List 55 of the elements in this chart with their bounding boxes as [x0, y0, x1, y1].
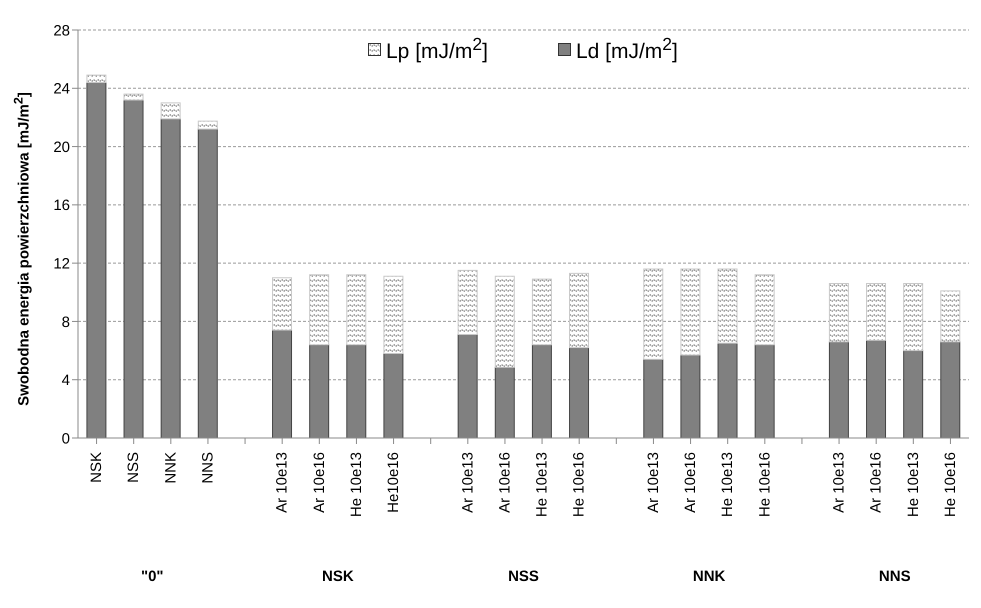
y-tick-label: 28 — [53, 22, 70, 40]
x-tick-label: NNS — [199, 452, 216, 484]
y-tick-label: 12 — [53, 255, 70, 272]
bar — [940, 290, 960, 342]
y-tick-label: 24 — [53, 80, 70, 98]
x-tick-label: He 10e13 — [904, 452, 922, 518]
text: NNS — [878, 568, 911, 585]
legend-label: Ld [mJ/m$^{2}$] — [576, 34, 678, 64]
x-tick-label: He 10e16 — [756, 452, 774, 518]
y-tick-label: 4 — [62, 372, 70, 390]
text: "0" — [140, 568, 164, 585]
bar — [866, 283, 886, 341]
bar — [86, 74, 106, 83]
bar — [643, 268, 664, 360]
y-tick-label: 0 — [62, 430, 70, 448]
x-tick-label: He 10e16 — [570, 452, 588, 518]
x-tick-label: Ar 10e13 — [459, 452, 476, 513]
text: NSS — [508, 568, 539, 585]
x-tick-label: Ar 10e13 — [644, 452, 662, 513]
bar — [124, 94, 144, 100]
bar — [754, 274, 775, 346]
y-tick-label: 16 — [53, 197, 70, 214]
x-tick-label: Ar 10e16 — [868, 452, 885, 513]
bar — [309, 274, 330, 346]
bar — [680, 268, 700, 356]
x-tick-label: He 10e16 — [942, 452, 959, 518]
legend-label: Lp [mJ/m$^{2}$] — [386, 34, 488, 64]
x-tick-label: He 10e13 — [719, 452, 736, 518]
bar — [569, 272, 590, 348]
bar — [903, 283, 924, 352]
text: NNK — [692, 568, 726, 585]
y-tick-label: 8 — [62, 314, 70, 331]
bar — [383, 276, 404, 354]
y-tick-label: 20 — [53, 138, 70, 156]
x-tick-label: He10e16 — [385, 452, 402, 513]
bar — [346, 274, 366, 346]
x-tick-label: NSK — [88, 452, 106, 483]
x-tick-label: Ar 10e13 — [274, 452, 291, 513]
bar — [828, 283, 849, 342]
bar — [272, 277, 292, 331]
x-tick-label: Ar 10e13 — [830, 452, 848, 513]
x-tick-label: NSS — [125, 452, 142, 483]
x-tick-label: He 10e13 — [348, 452, 365, 518]
x-tick-label: He 10e13 — [534, 452, 551, 518]
x-tick-label: NNK — [162, 452, 180, 484]
x-tick-label: Ar 10e16 — [496, 452, 514, 513]
bar — [458, 270, 478, 336]
bar — [160, 102, 181, 120]
x-tick-label: Ar 10e16 — [682, 452, 700, 513]
bar — [718, 268, 738, 344]
bar — [532, 278, 552, 346]
bar — [198, 120, 218, 130]
x-tick-label: Ar 10e16 — [310, 452, 328, 513]
bar — [494, 276, 515, 368]
text: NSK — [322, 568, 354, 585]
